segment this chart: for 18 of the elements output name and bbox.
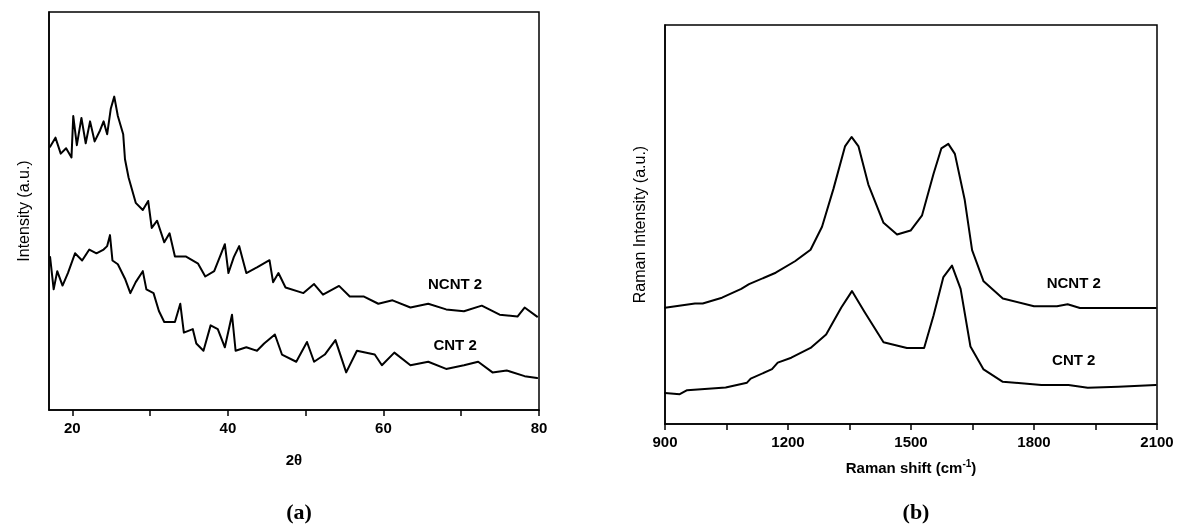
series-label: CNT 2 (1052, 350, 1096, 368)
x-tick-label: 1800 (1017, 433, 1051, 450)
text: (a) (286, 498, 312, 524)
x-tick-label: 2100 (1140, 433, 1174, 450)
series-label: NCNT 2 (427, 274, 483, 292)
series-label: NCNT 2 (1046, 274, 1101, 292)
x-tick-label: 80 (530, 419, 548, 436)
text: (b) (902, 498, 930, 524)
x-tick-label: 40 (219, 419, 237, 436)
x-tick-label: 1500 (894, 433, 928, 450)
x-tick-label: 1200 (771, 433, 805, 450)
x-tick-label: 60 (375, 419, 392, 436)
x-axis-title: 2θ (285, 451, 303, 468)
x-tick-label: 900 (652, 433, 678, 450)
x-tick-label: 20 (63, 419, 81, 436)
y-axis-title: Raman Intensity (a.u.) (630, 145, 648, 304)
y-axis-title: Intensity (a.u.) (14, 160, 32, 262)
series-label: CNT 2 (433, 336, 477, 354)
